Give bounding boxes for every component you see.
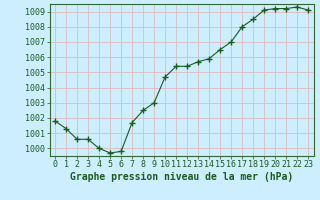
X-axis label: Graphe pression niveau de la mer (hPa): Graphe pression niveau de la mer (hPa) [70,172,293,182]
